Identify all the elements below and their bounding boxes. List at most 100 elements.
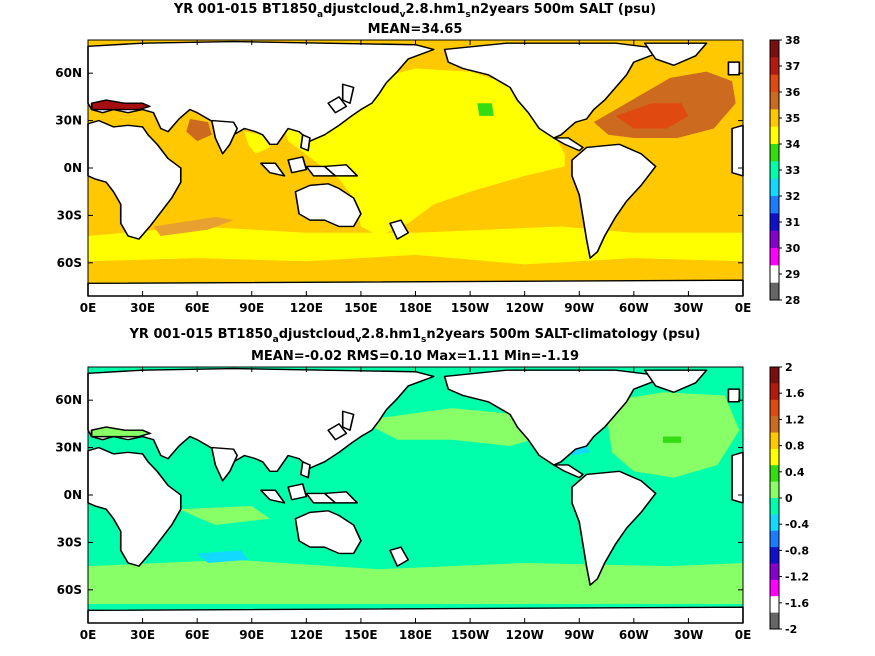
axes-layer: 0E 30E 60E 90E 120E 150E 180E 150W 120W 90W 60W 30W…	[55, 40, 751, 642]
panel1-atlantic-red	[615, 103, 689, 129]
panel1-colorbar-tick-label: 35	[785, 112, 800, 125]
panel1-arabian-orange	[186, 119, 212, 142]
panel1-x-tick-label: 30E	[130, 301, 155, 315]
panel2-colorbar-tick-label: -2	[785, 623, 797, 636]
panel1-map	[87, 40, 744, 297]
panel2-colorbar-tick-label: 0	[785, 492, 793, 505]
panel1-colorbar-swatch	[770, 265, 779, 284]
panel1-x-tick-label: 60W	[619, 301, 649, 315]
panel1-colorbar-swatch	[770, 40, 779, 58]
panel2-x-tick-label: 90E	[239, 628, 264, 642]
panel2-x-tick-label: 90W	[564, 628, 594, 642]
panel2-colorbar-swatch	[770, 416, 779, 433]
panel2-colorbar-tick-label: -1.6	[785, 597, 809, 610]
panel1-colorbar-tick-label: 28	[785, 294, 800, 307]
panel2-south-indian-blue	[197, 550, 249, 563]
panel2-north-pacific-lightgreen	[360, 408, 543, 447]
panel1-colorbar-tick-label: 34	[785, 138, 801, 151]
panel1-colorbar-swatch	[770, 92, 779, 110]
panel1-colorbar-tick-label: 32	[785, 190, 800, 203]
panel1-colorbar-swatch	[770, 230, 779, 249]
panel1-colorbar-swatch	[770, 144, 779, 162]
panel2-x-tick-label: 180E	[399, 628, 432, 642]
panel1-x-tick-label: 120W	[506, 301, 544, 315]
panel2-colorbar-swatch	[770, 514, 779, 532]
panel2-colorbar-swatch	[770, 465, 779, 483]
panel1-x-tick-label: 90W	[564, 301, 594, 315]
panel1-x-tick-label: 90E	[239, 301, 264, 315]
panel2-colorbar-tick-label: 0.8	[785, 440, 805, 453]
panel2-x-tick-label: 30W	[673, 628, 703, 642]
panel1-colorbar-tick-label: 30	[785, 242, 801, 255]
panel2-x-tick-label: 0E	[80, 628, 97, 642]
panel2-colorbar-swatch	[770, 498, 779, 515]
panel2-map	[87, 367, 744, 624]
panel2-atlantic-lightgreen	[604, 392, 740, 478]
panel1-colorbar-swatch	[770, 178, 779, 197]
panel2-colorbar-tick-label: 0.4	[785, 466, 805, 479]
panel2-colorbar-swatch	[770, 481, 779, 499]
panel2-x-tick-label: 0E	[735, 628, 752, 642]
panel2-y-tick-label: 30N	[55, 441, 82, 455]
panel2-colorbar-swatch	[770, 367, 779, 384]
panel1-y-tick-label: 30N	[55, 114, 82, 128]
panel1-y-tick-label: 60S	[57, 256, 82, 270]
panel2-colorbar-swatch	[770, 399, 779, 417]
panel2-southern-lightgreen	[88, 559, 743, 605]
panel2-colorbar-swatch	[770, 579, 779, 597]
panel2-y-tick-label: 30S	[57, 535, 82, 549]
panel2-colorbar-swatch	[770, 383, 779, 401]
panel1-colorbar-tick-label: 36	[785, 86, 801, 99]
panel1-x-tick-label: 180E	[399, 301, 432, 315]
panel2-x-tick-label: 60W	[619, 628, 649, 642]
panel2-x-tick-label: 60E	[185, 628, 210, 642]
panel1-title: YR 001-015 BT1850adjustcloudv2.8.hm1sn2y…	[173, 2, 656, 20]
panel2-colorbar-swatch	[770, 596, 779, 614]
panel1-x-tick-label: 0E	[80, 301, 97, 315]
colorbars-layer: 38 37 36 35 34 33 32 31 30 29 28 2 1.6 1.2 0.8 0.4 0 -0.4…	[769, 34, 809, 636]
panel1-x-tick-label: 150E	[344, 301, 377, 315]
panel1-x-tick-label: 150W	[451, 301, 489, 315]
panel1-colorbar-swatch	[770, 196, 779, 214]
panel2-y-tick-label: 0N	[64, 488, 82, 502]
panel1-colorbar-swatch	[770, 109, 779, 128]
panel1-colorbar-tick-label: 33	[785, 164, 800, 177]
panel2-atlantic-green-patch	[662, 436, 682, 443]
panel2-title: YR 001-015 BT1850adjustcloudv2.8.hm1sn2y…	[129, 327, 701, 345]
panel1-green-patch	[477, 103, 494, 116]
panel2-colorbar-tick-label: -1.2	[785, 571, 809, 584]
panel2-colorbar-swatch	[770, 530, 779, 548]
panel1-subtitle: MEAN=34.65	[368, 22, 463, 37]
panel1-x-tick-label: 120E	[290, 301, 323, 315]
panel2-colorbar-tick-label: -0.8	[785, 544, 809, 557]
panel2-x-tick-label: 150E	[344, 628, 377, 642]
panel2-colorbar-tick-label: 2	[785, 361, 793, 374]
panel2-colorbar-swatch	[770, 432, 779, 450]
panel2-y-tick-label: 60N	[55, 393, 82, 407]
panel1-y-tick-label: 0N	[64, 161, 82, 175]
panel1-colorbar-tick-label: 29	[785, 268, 800, 281]
panel2-colorbar-tick-label: 1.2	[785, 413, 805, 426]
panel1-colorbar-swatch	[770, 161, 779, 180]
panel1-colorbar-swatch	[770, 282, 779, 301]
panel2-x-tick-label: 150W	[451, 628, 489, 642]
panel1-colorbar-tick-label: 38	[785, 34, 800, 47]
panel2-colorbar-tick-label: 1.6	[785, 387, 805, 400]
panel2-x-tick-label: 30E	[130, 628, 155, 642]
panel1-y-tick-label: 60N	[55, 66, 82, 80]
panel1-x-tick-label: 60E	[185, 301, 210, 315]
panel1-x-tick-label: 30W	[673, 301, 703, 315]
panel2-indian-lightgreen	[178, 506, 270, 526]
panel2-colorbar-swatch	[770, 612, 779, 630]
panel2-colorbar-tick-label: -0.4	[785, 518, 809, 531]
panel1-colorbar-swatch	[770, 74, 779, 93]
panel1-southern-yellow	[88, 226, 743, 265]
panel2-colorbar-swatch	[770, 547, 779, 564]
panel1-x-tick-label: 0E	[735, 301, 752, 315]
panel2-x-tick-label: 120E	[290, 628, 323, 642]
panel1-colorbar-swatch	[770, 213, 779, 232]
panel1-colorbar-swatch	[770, 57, 779, 76]
panel1-colorbar-tick-label: 31	[785, 216, 800, 229]
panel2-subtitle: MEAN=-0.02 RMS=0.10 Max=1.11 Min=-1.19	[251, 349, 579, 364]
